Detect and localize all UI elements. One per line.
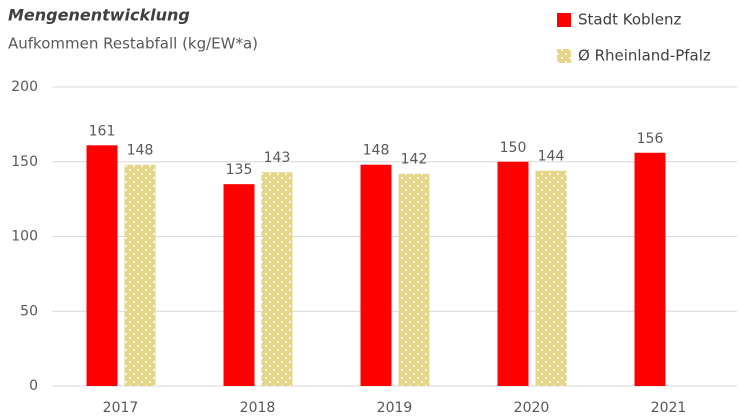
bar bbox=[398, 173, 430, 386]
y-tick-label: 200 bbox=[11, 79, 38, 95]
data-label: 143 bbox=[264, 150, 291, 166]
y-tick-label: 0 bbox=[29, 378, 38, 394]
legend-swatch bbox=[557, 13, 571, 27]
bar bbox=[634, 152, 666, 386]
x-tick-label: 2018 bbox=[240, 400, 276, 416]
legend-label: Ø Rheinland-Pfalz bbox=[578, 47, 711, 65]
chart-subtitle: Aufkommen Restabfall (kg/EW*a) bbox=[8, 35, 258, 53]
data-label: 142 bbox=[401, 152, 428, 168]
legend-label: Stadt Koblenz bbox=[578, 11, 681, 29]
x-tick-label: 2021 bbox=[651, 400, 687, 416]
bar bbox=[86, 145, 118, 386]
bar bbox=[223, 184, 255, 386]
bar bbox=[261, 172, 293, 386]
x-tick-label: 2017 bbox=[103, 400, 139, 416]
bar bbox=[497, 161, 529, 386]
data-label: 144 bbox=[538, 149, 565, 165]
data-label: 161 bbox=[89, 123, 116, 139]
data-label: 148 bbox=[127, 143, 154, 159]
bar bbox=[535, 170, 567, 386]
x-tick-label: 2020 bbox=[514, 400, 550, 416]
legend-swatch bbox=[557, 49, 571, 63]
bar bbox=[360, 164, 392, 386]
data-label: 150 bbox=[500, 140, 527, 156]
y-tick-label: 150 bbox=[11, 154, 38, 170]
y-tick-label: 50 bbox=[20, 303, 38, 319]
bar bbox=[124, 164, 156, 386]
x-tick-label: 2019 bbox=[377, 400, 413, 416]
data-label: 135 bbox=[226, 162, 253, 178]
data-label: 156 bbox=[637, 131, 664, 147]
data-label: 148 bbox=[363, 143, 390, 159]
y-tick-label: 100 bbox=[11, 229, 38, 245]
chart-title: Mengenentwicklung bbox=[8, 6, 190, 25]
